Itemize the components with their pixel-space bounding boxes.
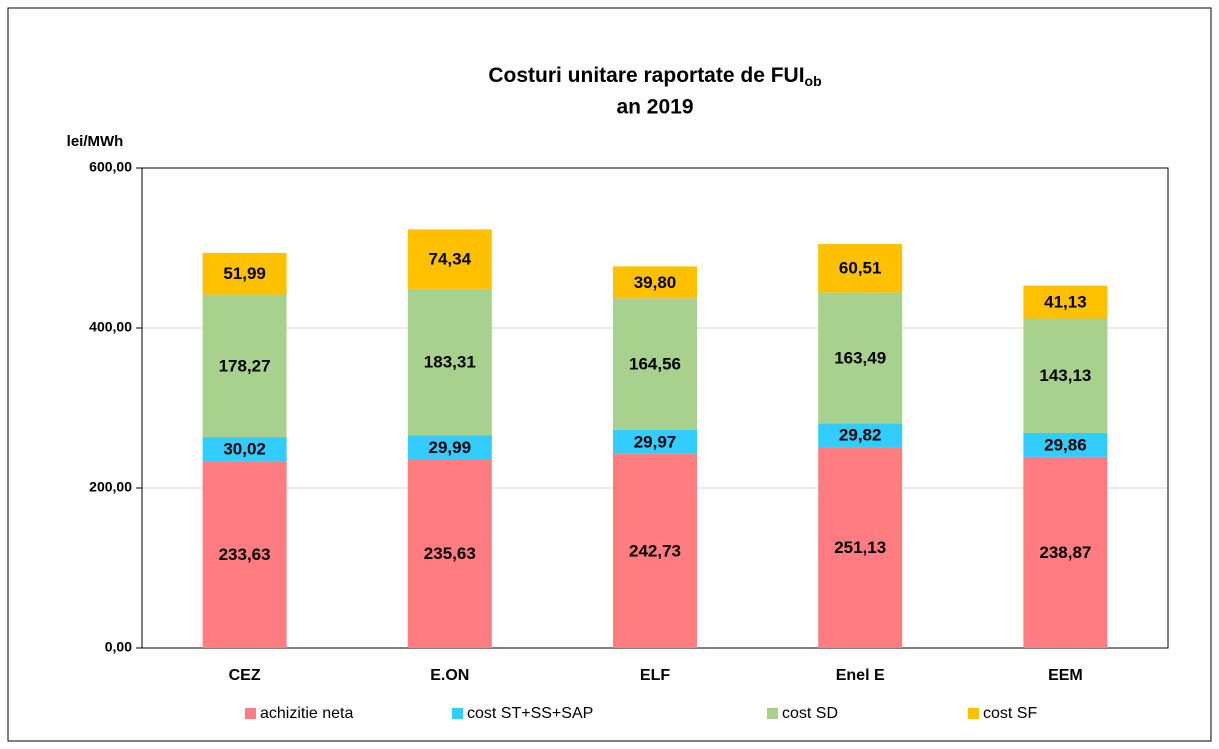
x-tick-label: ELF [640,667,670,684]
chart-title: Costuri unitare raportate de FUIob [488,64,821,89]
x-tick-label: Enel E [836,667,885,684]
legend-swatch [245,708,256,719]
bar-segment [1023,318,1108,434]
x-tick-label: EEM [1048,667,1083,684]
value-label: 41,13 [1044,293,1087,312]
chart-subtitle: an 2019 [616,96,693,119]
value-label: 29,82 [839,426,882,445]
value-label: 29,99 [429,438,472,457]
value-label: 74,34 [429,250,472,269]
bar-segment [407,459,492,648]
legend-label: cost SF [983,705,1037,722]
legend-label: cost ST+SS+SAP [467,705,593,722]
value-label: 235,63 [424,544,476,563]
bar-segment [818,447,903,648]
bar-segment [1023,433,1108,457]
legend-swatch [968,708,979,719]
y-axis-label: lei/MWh [67,133,124,150]
title-subscript: ob [805,73,822,89]
value-label: 143,13 [1039,366,1091,385]
value-label: 29,86 [1044,435,1087,454]
value-label: 238,87 [1039,543,1091,562]
value-label: 233,63 [219,545,271,564]
bar-segment [407,288,492,436]
y-tick-label: 200,00 [89,479,132,495]
bar-segment [1023,285,1108,319]
value-label: 183,31 [424,353,476,372]
bar-segment [818,292,903,424]
bar-segment [407,229,492,289]
legend-label: achizitie neta [260,705,353,722]
bar-segment [818,423,903,448]
value-label: 251,13 [834,538,886,557]
value-label: 30,02 [223,440,266,459]
y-tick-label: 0,00 [105,639,132,655]
value-label: 178,27 [219,356,271,375]
y-tick-label: 600,00 [89,159,132,175]
value-label: 60,51 [839,259,882,278]
x-tick-label: CEZ [229,667,261,684]
bar-segment [613,429,697,454]
bar-segment [818,244,903,293]
bar-segment [613,453,697,648]
bar-segment [202,461,287,648]
bar-segment [202,252,287,295]
bar-segment [202,294,287,438]
value-label: 163,49 [834,348,886,367]
bar-segment [613,266,697,299]
legend-swatch [452,708,463,719]
value-label: 242,73 [629,541,681,560]
legend-label: cost SD [782,705,838,722]
bar-segment [202,437,287,462]
bar-segment [613,298,697,430]
title-main: Costuri unitare raportate de FUI [488,64,804,87]
value-label: 51,99 [223,264,266,283]
bar-segment [407,435,492,460]
value-label: 39,80 [634,273,677,292]
x-tick-label: E.ON [430,667,469,684]
legend-swatch [767,708,778,719]
y-tick-label: 400,00 [89,319,132,335]
value-label: 29,97 [634,432,677,451]
value-label: 164,56 [629,355,681,374]
bar-segment [1023,456,1108,648]
